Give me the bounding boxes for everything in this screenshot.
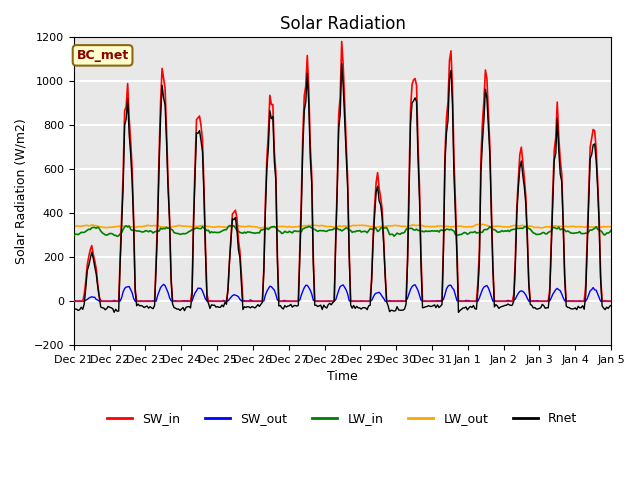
Legend: SW_in, SW_out, LW_in, LW_out, Rnet: SW_in, SW_out, LW_in, LW_out, Rnet xyxy=(102,407,582,430)
Text: BC_met: BC_met xyxy=(76,49,129,62)
Y-axis label: Solar Radiation (W/m2): Solar Radiation (W/m2) xyxy=(15,119,28,264)
Title: Solar Radiation: Solar Radiation xyxy=(280,15,405,33)
X-axis label: Time: Time xyxy=(327,371,358,384)
